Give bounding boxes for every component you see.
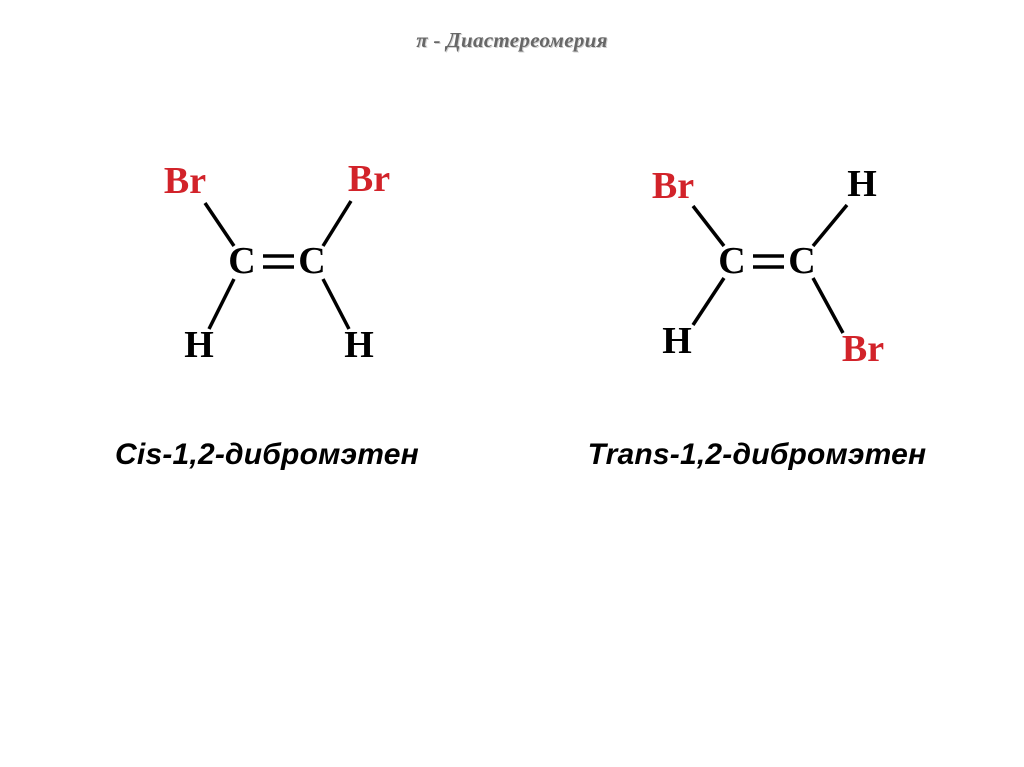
trans-atom-c1: C	[718, 240, 745, 282]
trans-caption: Trans-1,2-дибромэтен	[588, 438, 927, 472]
trans-bond-c2-br2	[813, 278, 843, 333]
cis-atom-br1: Br	[164, 160, 206, 202]
trans-atom-c2: C	[788, 240, 815, 282]
molecule-cis: C C Br Br H H Cis-1,2-дибромэтен	[57, 143, 477, 472]
trans-atom-br2: Br	[842, 328, 884, 370]
cis-atom-c2: C	[298, 240, 325, 282]
cis-bonds	[205, 201, 351, 329]
cis-atom-h2: H	[344, 324, 374, 366]
molecule-cis-svg: C C Br Br H H	[87, 143, 447, 383]
trans-bond-c1-h1bot	[693, 278, 724, 325]
molecule-trans-svg: C C Br H H Br	[577, 143, 937, 383]
cis-atom-c1: C	[228, 240, 255, 282]
cis-bond-c1-h1	[209, 279, 234, 329]
trans-atom-h2top: H	[847, 163, 877, 205]
molecule-row: C C Br Br H H Cis-1,2-дибромэтен C C Br …	[0, 143, 1024, 472]
cis-atom-br2: Br	[348, 158, 390, 200]
cis-bond-c2-br2	[323, 201, 351, 246]
page-title: π - Диастереомерия	[0, 28, 1024, 53]
trans-atom-br1: Br	[652, 165, 694, 207]
cis-caption: Cis-1,2-дибромэтен	[115, 438, 419, 472]
molecule-trans: C C Br H H Br Trans-1,2-дибромэтен	[547, 143, 967, 472]
trans-atom-h1bot: H	[662, 320, 692, 362]
cis-atom-h1: H	[184, 324, 214, 366]
cis-bond-c2-h2	[323, 279, 349, 329]
trans-bond-c2-h2top	[813, 205, 847, 246]
trans-bonds	[693, 205, 847, 333]
